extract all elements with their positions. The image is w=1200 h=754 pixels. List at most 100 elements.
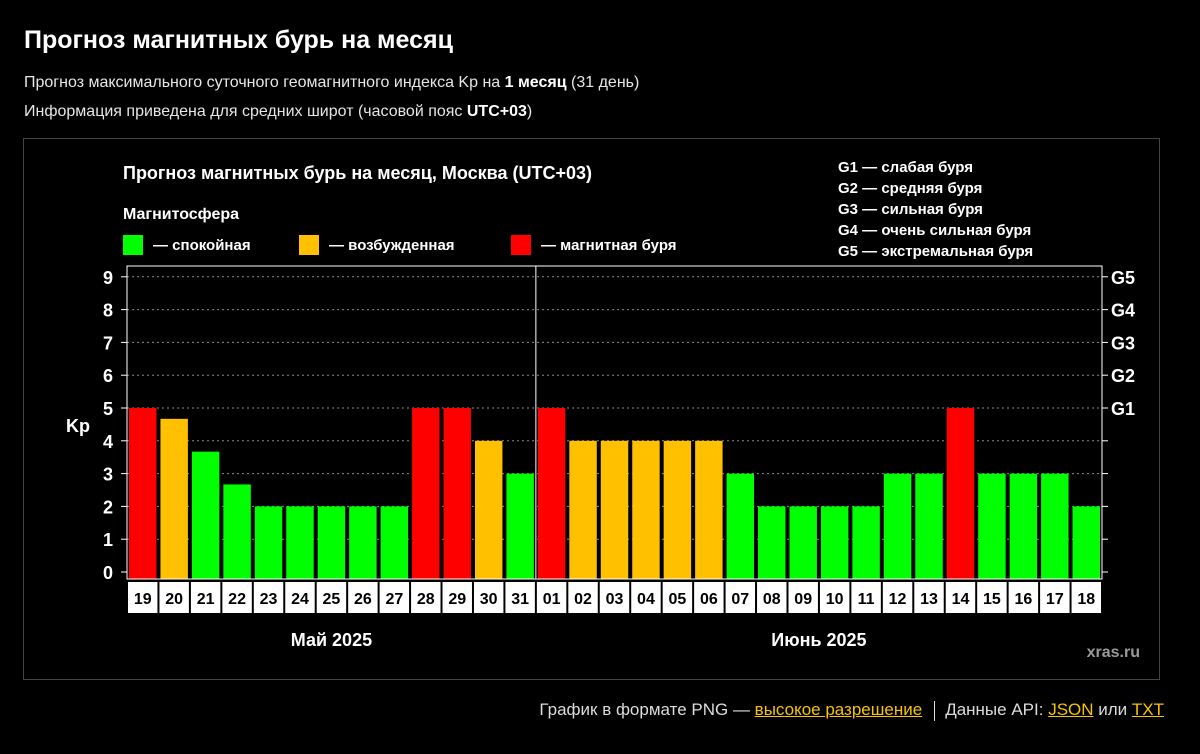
bar-31-12	[506, 473, 534, 579]
date-box-21-2	[190, 582, 221, 613]
y-axis-label: Kp	[66, 416, 90, 436]
date-box-18-30	[1071, 582, 1101, 613]
bar-28-9	[412, 408, 440, 579]
date-label-14-26: 14	[952, 591, 970, 608]
bar-02-14	[569, 440, 597, 579]
legend-swatch-1	[299, 235, 319, 255]
g-scale-item-2: G2 — средняя буря	[838, 180, 982, 197]
legend-swatch-0	[123, 235, 143, 255]
right-tick-label-G3: G3	[1111, 333, 1135, 353]
date-box-24-5	[285, 582, 315, 613]
date-box-20-1	[159, 582, 189, 613]
legend-label-1: — возбужденная	[329, 237, 455, 254]
month-label-may: Май 2025	[291, 630, 372, 650]
date-box-19-0	[128, 582, 158, 613]
date-label-07-19: 07	[731, 591, 749, 608]
right-tick-label-G2: G2	[1111, 366, 1135, 386]
page-title: Прогноз магнитных бурь на месяц	[24, 26, 453, 54]
chart-panel: Прогноз магнитных бурь на месяц, Москва …	[23, 138, 1160, 680]
ytick-label-3: 3	[103, 465, 113, 485]
date-box-10-22	[819, 582, 850, 613]
date-box-07-19	[725, 582, 756, 613]
bar-08-20	[758, 506, 786, 579]
date-box-01-13	[536, 582, 567, 613]
date-box-17-29	[1040, 582, 1070, 613]
bar-04-16	[632, 440, 660, 579]
bar-30-11	[474, 440, 503, 579]
kp-bar-chart: Прогноз магнитных бурь на месяц, Москва …	[66, 159, 1140, 661]
bar-14-26	[946, 408, 975, 579]
date-box-26-7	[348, 582, 378, 613]
bar-12-24	[883, 473, 912, 579]
bar-23-4	[254, 506, 283, 579]
date-box-27-8	[379, 582, 410, 613]
bar-10-22	[820, 506, 849, 579]
right-tick-label-G5: G5	[1111, 268, 1135, 288]
high-res-png-link[interactable]: высокое разрешение	[754, 700, 923, 719]
chart-title: Прогноз магнитных бурь на месяц, Москва …	[123, 163, 592, 183]
date-label-25-6: 25	[323, 591, 341, 608]
date-label-06-18: 06	[700, 591, 718, 608]
bar-01-13	[537, 408, 566, 579]
legend-label-2: — магнитная буря	[541, 237, 677, 254]
bar-21-2	[191, 451, 220, 579]
date-label-15-27: 15	[983, 591, 1001, 608]
date-label-12-24: 12	[889, 591, 907, 608]
bar-13-25	[915, 473, 943, 579]
date-label-28-9: 28	[417, 591, 435, 608]
date-label-19-0: 19	[134, 591, 152, 608]
date-label-24-5: 24	[291, 591, 309, 608]
date-label-29-10: 29	[448, 591, 466, 608]
bar-09-21	[789, 506, 817, 579]
bar-19-0	[129, 408, 157, 579]
g-scale-item-3: G3 — сильная буря	[838, 201, 983, 218]
date-label-30-11: 30	[480, 591, 498, 608]
date-box-30-11	[473, 582, 504, 613]
bar-20-1	[160, 418, 188, 579]
ytick-label-6: 6	[103, 366, 113, 386]
date-box-31-12	[505, 582, 535, 613]
json-api-link[interactable]: JSON	[1048, 700, 1094, 719]
watermark: xras.ru	[1087, 644, 1140, 661]
date-box-16-28	[1008, 582, 1039, 613]
date-label-05-17: 05	[669, 591, 687, 608]
bar-07-19	[726, 473, 755, 579]
date-box-06-18	[694, 582, 724, 613]
bar-18-30	[1072, 506, 1100, 579]
date-box-11-23	[851, 582, 881, 613]
bar-11-23	[852, 506, 880, 579]
ytick-label-9: 9	[103, 268, 113, 288]
ytick-label-4: 4	[103, 432, 113, 452]
bar-03-15	[600, 440, 629, 579]
footer: График в формате PNG — высокое разрешени…	[539, 700, 1164, 721]
txt-api-link[interactable]: TXT	[1131, 700, 1164, 719]
bar-22-3	[223, 484, 251, 579]
month-label-june: Июнь 2025	[771, 630, 866, 650]
date-box-12-24	[882, 582, 913, 613]
date-label-17-29: 17	[1046, 591, 1064, 608]
g-scale-item-1: G1 — слабая буря	[838, 159, 973, 176]
date-label-11-23: 11	[858, 591, 875, 608]
date-label-09-21: 09	[794, 591, 812, 608]
ytick-label-0: 0	[103, 563, 113, 583]
bar-06-18	[695, 440, 723, 579]
date-box-29-10	[442, 582, 472, 613]
ytick-label-8: 8	[103, 301, 113, 321]
bar-25-6	[317, 506, 346, 579]
legend-title: Магнитосфера	[123, 206, 239, 223]
date-label-16-28: 16	[1014, 591, 1032, 608]
date-box-02-14	[568, 582, 598, 613]
date-box-28-9	[411, 582, 441, 613]
date-box-08-20	[757, 582, 787, 613]
bar-15-27	[978, 473, 1006, 579]
date-label-21-2: 21	[197, 591, 215, 608]
date-box-14-26	[945, 582, 976, 613]
date-box-04-16	[631, 582, 661, 613]
ytick-label-7: 7	[103, 333, 113, 353]
right-tick-label-G1: G1	[1111, 399, 1135, 419]
bar-16-28	[1009, 473, 1038, 579]
date-box-13-25	[914, 582, 944, 613]
date-label-01-13: 01	[543, 591, 561, 608]
g-scale-item-5: G5 — экстремальная буря	[838, 243, 1033, 260]
bar-26-7	[349, 506, 377, 579]
